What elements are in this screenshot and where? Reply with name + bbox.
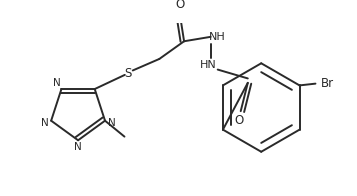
Text: NH: NH bbox=[209, 32, 226, 42]
Text: O: O bbox=[175, 0, 184, 11]
Text: S: S bbox=[125, 67, 132, 80]
Text: N: N bbox=[54, 78, 61, 88]
Text: Br: Br bbox=[321, 77, 335, 90]
Text: N: N bbox=[74, 142, 82, 152]
Text: HN: HN bbox=[200, 60, 216, 70]
Text: N: N bbox=[41, 118, 48, 128]
Text: N: N bbox=[108, 118, 116, 128]
Text: O: O bbox=[234, 114, 243, 127]
